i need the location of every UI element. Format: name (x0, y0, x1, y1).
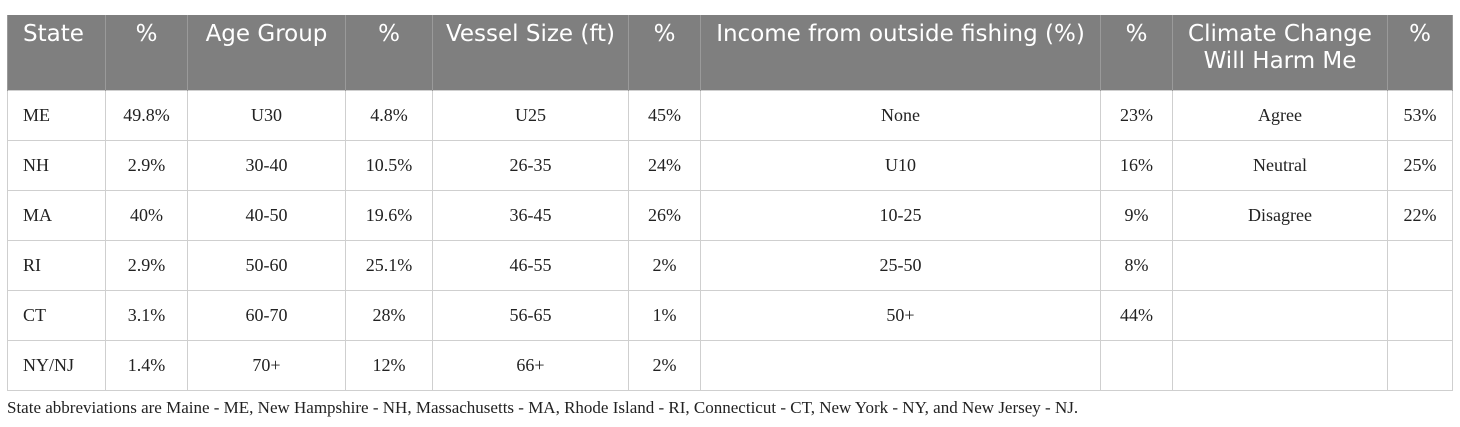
table-cell: 25% (1387, 139, 1453, 191)
column-header: % (1387, 15, 1453, 90)
table-cell: 56-65 (432, 289, 629, 341)
table-cell: RI (7, 239, 106, 291)
table-cell: U25 (432, 89, 629, 141)
column-header: Climate Change Will Harm Me (1172, 15, 1388, 90)
table-cell: 70+ (187, 339, 346, 391)
table-cell: 30-40 (187, 139, 346, 191)
table-cell: 45% (628, 89, 701, 141)
table-cell: Agree (1172, 89, 1388, 141)
column-header: Income from outside fishing (%) (700, 15, 1101, 90)
table-cell: 10-25 (700, 189, 1101, 241)
table-cell: ME (7, 89, 106, 141)
table-cell: Neutral (1172, 139, 1388, 191)
column-header: % (1100, 15, 1173, 90)
table-cell: 50+ (700, 289, 1101, 341)
data-table: State% Age Group% Vessel Size (ft)% Income … (7, 15, 1453, 391)
table-cell: CT (7, 289, 106, 341)
table-cell (1387, 339, 1453, 391)
table-cell: 25-50 (700, 239, 1101, 291)
table-cell (1100, 339, 1173, 391)
table-cell: 66+ (432, 339, 629, 391)
table-cell (1172, 339, 1388, 391)
table-cell: 2.9% (105, 139, 188, 191)
table-cell: 9% (1100, 189, 1173, 241)
table-cell: MA (7, 189, 106, 241)
table-cell: 2% (628, 239, 701, 291)
table-cell: None (700, 89, 1101, 141)
table-row: CT 3.1% 60-70 28% 56-65 1% 50+ 44% (7, 289, 1453, 341)
table-cell: U10 (700, 139, 1101, 191)
table-cell: NH (7, 139, 106, 191)
table-cell: 1.4% (105, 339, 188, 391)
table-cell: 26-35 (432, 139, 629, 191)
table-cell: NY/NJ (7, 339, 106, 391)
table-cell: 49.8% (105, 89, 188, 141)
column-header: State (7, 15, 106, 90)
table-cell: 16% (1100, 139, 1173, 191)
column-header: % (628, 15, 701, 90)
table-cell: 26% (628, 189, 701, 241)
table-cell: 4.8% (345, 89, 433, 141)
table-cell: 60-70 (187, 289, 346, 341)
table-cell: Disagree (1172, 189, 1388, 241)
table-cell: 28% (345, 289, 433, 341)
table-cell: 50-60 (187, 239, 346, 291)
table-cell: 12% (345, 339, 433, 391)
table-cell: U30 (187, 89, 346, 141)
table-cell: 53% (1387, 89, 1453, 141)
table-cell: 1% (628, 289, 701, 341)
footnote: State abbreviations are Maine - ME, New … (7, 398, 1079, 417)
column-header: % (105, 15, 188, 90)
table-cell: 23% (1100, 89, 1173, 141)
table-cell (700, 339, 1101, 391)
table-body: ME 49.8% U30 4.8% U25 45% None 23% Agree 53% NH 2.9… (7, 89, 1453, 391)
table-cell: 40% (105, 189, 188, 241)
column-header: % (345, 15, 433, 90)
table-cell: 36-45 (432, 189, 629, 241)
table-row: MA 40% 40-50 19.6% 36-45 26% 10-25 9% Disagree 22… (7, 189, 1453, 241)
table-cell: 3.1% (105, 289, 188, 341)
table-cell: 40-50 (187, 189, 346, 241)
table-cell (1387, 239, 1453, 291)
table-row: NY/NJ 1.4% 70+ 12% 66+ 2% (7, 339, 1453, 391)
table-cell: 2.9% (105, 239, 188, 291)
table-cell (1172, 239, 1388, 291)
table-cell: 10.5% (345, 139, 433, 191)
table-cell (1387, 289, 1453, 341)
table-cell: 2% (628, 339, 701, 391)
table-cell: 8% (1100, 239, 1173, 291)
table-cell: 25.1% (345, 239, 433, 291)
column-header: Age Group (187, 15, 346, 90)
table-cell: 44% (1100, 289, 1173, 341)
column-header: Vessel Size (ft) (432, 15, 629, 90)
table-cell: 22% (1387, 189, 1453, 241)
table-row: ME 49.8% U30 4.8% U25 45% None 23% Agree 53% (7, 89, 1453, 141)
table-row: NH 2.9% 30-40 10.5% 26-35 24% U10 16% Neutral 25% (7, 139, 1453, 191)
table-row: RI 2.9% 50-60 25.1% 46-55 2% 25-50 8% (7, 239, 1453, 291)
table-cell (1172, 289, 1388, 341)
table-cell: 19.6% (345, 189, 433, 241)
table-cell: 24% (628, 139, 701, 191)
table-cell: 46-55 (432, 239, 629, 291)
header-row: State% Age Group% Vessel Size (ft)% Income … (7, 15, 1453, 90)
